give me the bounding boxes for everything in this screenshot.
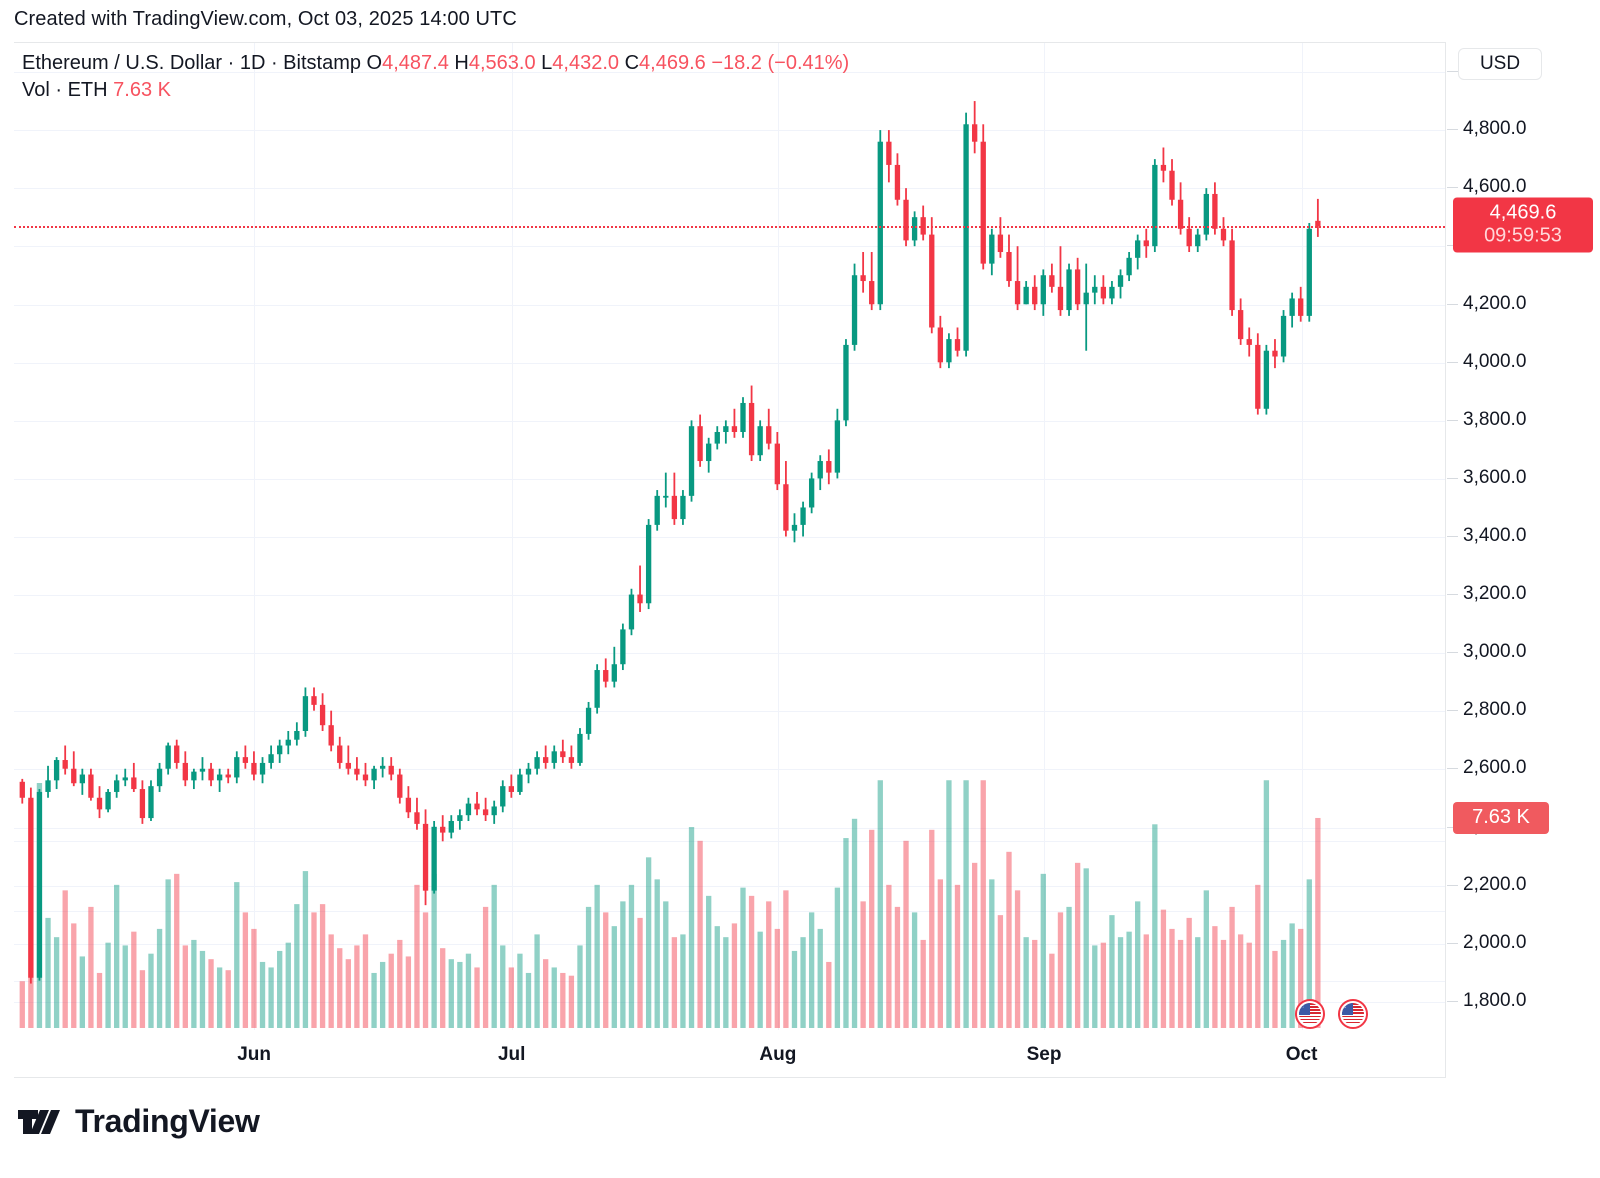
time-axis-label: Oct — [1285, 1044, 1318, 1065]
legend-low-value: 4,432.0 — [552, 52, 620, 74]
price-axis-tick — [1447, 884, 1458, 886]
gridline-vertical — [1301, 43, 1303, 1030]
gridline-vertical — [511, 43, 513, 1030]
price-axis-tick — [1447, 826, 1458, 828]
price-axis-tick — [1447, 1000, 1458, 1002]
legend-change-value: −18.2 (−0.41%) — [711, 52, 850, 74]
current-volume-tag: 7.63 K — [1453, 801, 1549, 834]
price-axis-tick — [1447, 361, 1458, 363]
legend-high-value: 4,563.0 — [468, 52, 536, 74]
price-axis-label: 3,600.0 — [1463, 466, 1527, 488]
gridline-horizontal — [14, 885, 1445, 887]
gridline-horizontal — [14, 537, 1445, 538]
price-axis-tick — [1447, 652, 1458, 654]
price-axis-label: 1,800.0 — [1463, 989, 1527, 1011]
gridline-horizontal — [14, 841, 1445, 842]
price-axis-tick — [1447, 71, 1458, 73]
price-axis-tick — [1447, 477, 1458, 479]
price-axis-label: 2,800.0 — [1463, 699, 1527, 721]
time-axis[interactable]: Jun Jul Aug Sep Oct — [14, 1030, 1446, 1078]
time-axis-label: Aug — [759, 1044, 797, 1065]
chart-plot-frame[interactable] — [14, 42, 1446, 1030]
currency-badge[interactable]: USD — [1458, 48, 1542, 80]
gridline-horizontal — [14, 72, 1445, 74]
current-price-countdown: 09:59:53 — [1484, 224, 1562, 247]
legend-low-key: L — [541, 52, 553, 74]
price-axis-tick — [1447, 129, 1458, 131]
price-axis-tick — [1447, 710, 1458, 712]
price-axis-label: 2,200.0 — [1463, 873, 1527, 895]
price-axis-tick — [1447, 187, 1458, 189]
price-axis-tick — [1447, 768, 1458, 770]
legend-close-key: C — [624, 52, 640, 74]
tradingview-wordmark: TradingView — [75, 1103, 260, 1139]
price-axis-label: 2,600.0 — [1463, 757, 1527, 779]
price-axis-tick — [1447, 419, 1458, 421]
price-axis-label: 3,000.0 — [1463, 641, 1527, 663]
gridline-horizontal — [14, 653, 1445, 655]
current-price-value: 4,469.6 — [1489, 201, 1557, 224]
legend-high-key: H — [454, 52, 469, 74]
gridline-vertical — [254, 43, 256, 1030]
price-axis[interactable]: 5,000.04,800.04,600.04,200.04,000.03,800… — [1447, 42, 1600, 1030]
price-axis-label: 3,200.0 — [1463, 583, 1527, 605]
legend-volume-title: Vol · ETH — [22, 79, 108, 101]
gridline-vertical — [777, 43, 779, 1030]
legend-open-key: O — [366, 52, 383, 74]
gridline-horizontal — [14, 1001, 1445, 1003]
gridline-horizontal — [14, 130, 1445, 132]
time-axis-label: Jun — [237, 1044, 271, 1065]
gridline-horizontal — [14, 188, 1445, 190]
legend-volume-value: 7.63 K — [113, 79, 171, 101]
price-axis-label: 4,000.0 — [1463, 350, 1527, 372]
candlestick-series — [19, 101, 1321, 1029]
price-axis-label: 3,400.0 — [1463, 525, 1527, 546]
price-axis-label: 4,800.0 — [1463, 118, 1527, 140]
tradingview-logo[interactable]: TradingView — [18, 1103, 260, 1140]
price-axis-tick — [1447, 942, 1458, 944]
time-axis-label: Jul — [497, 1044, 526, 1065]
gridline-horizontal — [14, 827, 1445, 829]
price-axis-label: 4,200.0 — [1463, 292, 1527, 314]
current-price-line — [14, 226, 1445, 229]
economic-event-marker-us-flag-icon[interactable] — [1338, 999, 1369, 1029]
price-axis-tick — [1447, 245, 1458, 247]
gridline-horizontal — [14, 981, 1445, 982]
time-axis-label: Sep — [1026, 1044, 1062, 1065]
gridline-horizontal — [14, 911, 1445, 912]
gridline-vertical — [1044, 43, 1046, 1030]
legend-volume-row: Vol · ETH 7.63 K — [22, 77, 849, 104]
price-axis-tick — [1447, 303, 1458, 305]
price-axis-label: 3,800.0 — [1463, 408, 1527, 430]
attribution-text: Created with TradingView.com, Oct 03, 20… — [14, 8, 517, 30]
gridline-horizontal — [14, 246, 1445, 248]
tradingview-mark-icon — [18, 1109, 60, 1134]
gridline-horizontal — [14, 769, 1445, 771]
gridline-horizontal — [14, 595, 1445, 597]
chart-legend: Ethereum / U.S. Dollar · 1D · Bitstamp O… — [22, 50, 849, 104]
gridline-horizontal — [14, 478, 1445, 480]
economic-event-marker-us-flag-icon[interactable] — [1295, 999, 1326, 1029]
price-axis-tick — [1447, 536, 1458, 537]
price-axis-label: 2,000.0 — [1463, 931, 1527, 953]
legend-close-value: 4,469.6 — [639, 52, 706, 74]
price-axis-tick — [1447, 594, 1458, 596]
legend-open-value: 4,487.4 — [382, 52, 449, 74]
gridline-horizontal — [14, 711, 1445, 713]
price-axis-label: 4,600.0 — [1463, 176, 1527, 198]
legend-symbol-title: Ethereum / U.S. Dollar · 1D · Bitstamp — [22, 52, 361, 74]
gridline-horizontal — [14, 943, 1445, 945]
gridline-horizontal — [14, 304, 1445, 306]
gridline-horizontal — [14, 420, 1445, 422]
legend-symbol-row: Ethereum / U.S. Dollar · 1D · Bitstamp O… — [22, 50, 849, 77]
gridline-horizontal — [14, 362, 1445, 364]
current-price-tag: 4,469.6 09:59:53 — [1453, 197, 1593, 253]
